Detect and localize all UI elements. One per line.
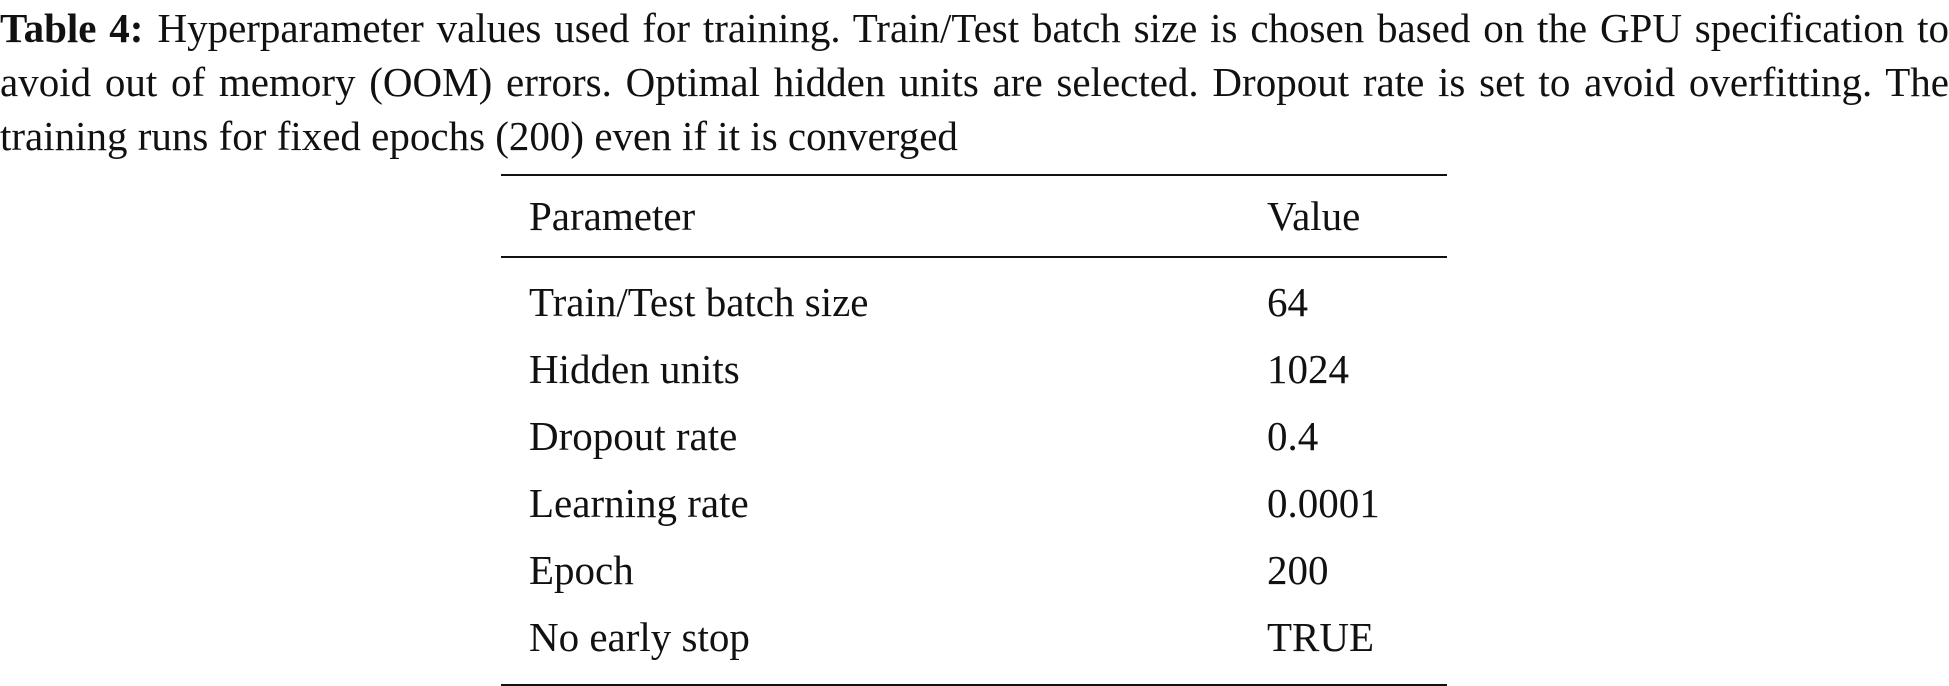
hyperparameter-table: Parameter Value Train/Test batch size 64… [501,174,1447,686]
cell-value: 64 [1267,278,1308,325]
table-row: Dropout rate 0.4 [501,402,1447,469]
table-body: Train/Test batch size 64 Hidden units 10… [501,257,1447,685]
cell-value: 1024 [1267,345,1349,392]
cell-parameter: No early stop [529,613,750,660]
cell-parameter: Train/Test batch size [529,278,869,325]
table-caption: Table 4: Hyperparameter values used for t… [0,0,1949,163]
cell-value: 0.0001 [1267,479,1380,526]
table-row: Train/Test batch size 64 [501,257,1447,335]
cell-parameter: Dropout rate [529,412,738,459]
cell-value: 0.4 [1267,412,1319,459]
cell-parameter: Learning rate [529,479,749,526]
cell-value: TRUE [1267,613,1375,660]
cell-parameter: Hidden units [529,345,740,392]
hyperparameter-table-container: Parameter Value Train/Test batch size 64… [501,174,1447,686]
table-row: Epoch 200 [501,536,1447,603]
cell-parameter: Epoch [529,546,634,593]
header-value: Value [1267,193,1361,239]
table-row: Learning rate 0.0001 [501,469,1447,536]
caption-label: Table 4: [0,5,144,51]
header-parameter: Parameter [529,193,696,239]
caption-text: Hyperparameter values used for training.… [0,5,1949,159]
table-row: No early stop TRUE [501,603,1447,685]
table-header: Parameter Value [501,175,1447,257]
cell-value: 200 [1267,546,1329,593]
header-row: Parameter Value [501,175,1447,257]
table-row: Hidden units 1024 [501,335,1447,402]
